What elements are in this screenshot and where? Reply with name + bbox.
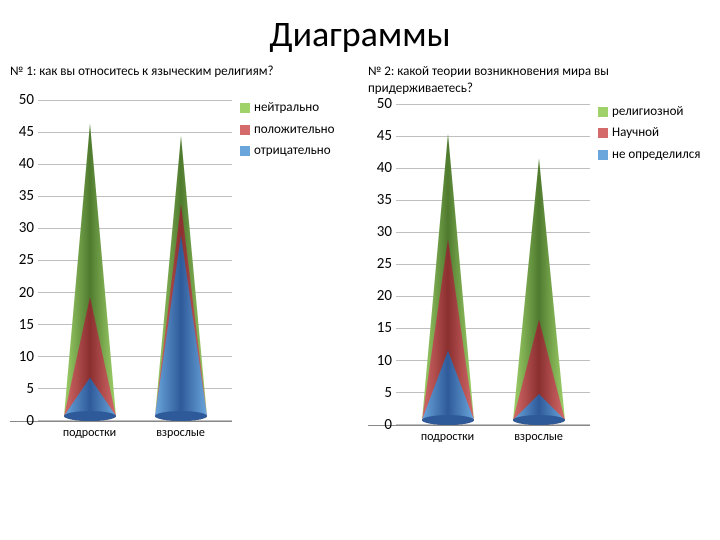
chart1-y-axis: 50454035302520151050 <box>10 100 38 421</box>
legend-label: религиозной <box>612 104 683 120</box>
legend-item: Научной <box>598 125 710 141</box>
legend-label: Научной <box>612 125 659 141</box>
legend-swatch <box>598 128 608 138</box>
legend-swatch <box>240 125 250 135</box>
legend-label: положительно <box>254 122 334 138</box>
x-axis-label: подростки <box>413 430 483 444</box>
cone-group <box>413 104 483 425</box>
x-axis-label: подростки <box>55 426 125 440</box>
stacked-cone <box>513 115 565 425</box>
chart1-title: № 1: как вы относитесь к языческим религ… <box>10 64 352 100</box>
legend-label: отрицательно <box>254 143 331 159</box>
legend-swatch <box>240 146 250 156</box>
stacked-cone <box>422 115 474 425</box>
chart2-y-axis: 50454035302520151050 <box>368 104 396 425</box>
legend-item: религиозной <box>598 104 710 120</box>
legend-item: не определился <box>598 147 710 163</box>
legend-label: нейтрально <box>254 100 319 116</box>
cone-group <box>146 100 216 421</box>
legend-swatch <box>598 107 608 117</box>
stacked-cone <box>155 111 207 421</box>
charts-row: № 1: как вы относитесь к языческим религ… <box>0 64 720 444</box>
chart2-x-labels: подростки взрослые <box>396 426 590 444</box>
legend-item: нейтрально <box>240 100 352 116</box>
chart1-x-labels: подростки взрослые <box>38 422 232 440</box>
chart-panel-1: № 1: как вы относитесь к языческим религ… <box>10 64 352 444</box>
x-axis-label: взрослые <box>504 430 574 444</box>
legend-item: положительно <box>240 122 352 138</box>
cone-group <box>504 104 574 425</box>
chart-panel-2: № 2: какой теории возникновения мира вы … <box>368 64 710 444</box>
legend-swatch <box>240 103 250 113</box>
cone-group <box>55 100 125 421</box>
legend-swatch <box>598 150 608 160</box>
legend-item: отрицательно <box>240 143 352 159</box>
chart2-plot <box>396 104 590 425</box>
chart1-legend: нейтрально положительно отрицательно <box>232 100 352 440</box>
chart1-plot <box>38 100 232 421</box>
chart2-legend: религиозной Научной не определился <box>590 104 710 444</box>
legend-label: не определился <box>612 147 700 163</box>
chart2-title: № 2: какой теории возникновения мира вы … <box>368 64 710 104</box>
x-axis-label: взрослые <box>146 426 216 440</box>
page-title: Диаграммы <box>0 0 720 64</box>
stacked-cone <box>64 111 116 421</box>
